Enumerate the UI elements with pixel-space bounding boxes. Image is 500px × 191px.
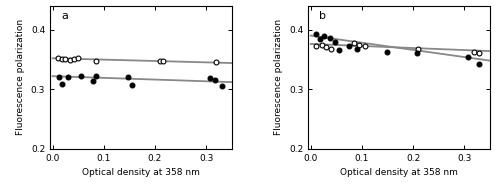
Y-axis label: Fluorescence polarization: Fluorescence polarization (16, 19, 25, 135)
Text: b: b (319, 11, 326, 21)
Text: a: a (61, 11, 68, 21)
X-axis label: Optical density at 358 nm: Optical density at 358 nm (82, 168, 200, 177)
Y-axis label: Fluorescence polarization: Fluorescence polarization (274, 19, 283, 135)
X-axis label: Optical density at 358 nm: Optical density at 358 nm (340, 168, 458, 177)
